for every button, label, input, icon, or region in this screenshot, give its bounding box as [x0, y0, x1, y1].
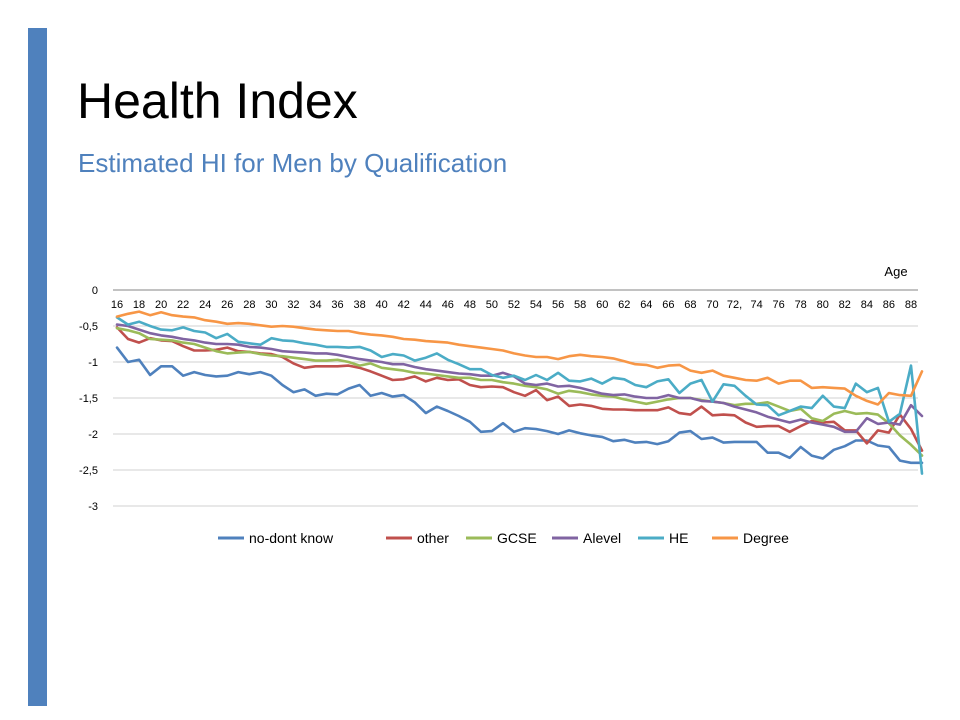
x-tick-label: 48	[464, 299, 476, 311]
x-tick-label: 24	[199, 299, 211, 311]
series-line-alevel	[115, 323, 924, 434]
x-tick-label: 68	[684, 299, 696, 311]
legend-item-he: HE	[638, 530, 688, 546]
x-tick-label: 80	[817, 299, 829, 311]
x-tick-label: 38	[353, 299, 365, 311]
x-tick-label: 18	[133, 299, 145, 311]
series-line-gcse	[115, 326, 924, 457]
legend-item-no-dont-know: no-dont know	[218, 530, 334, 546]
legend-label: Alevel	[583, 530, 621, 546]
x-tick-label: 26	[221, 299, 233, 311]
series-line-he	[115, 316, 924, 475]
legend-item-gcse: GCSE	[466, 530, 537, 546]
x-tick-label: 64	[640, 299, 652, 311]
slide-subtitle: Estimated HI for Men by Qualification	[78, 148, 508, 178]
x-tick-label: 20	[155, 299, 167, 311]
series-line-degree	[115, 310, 924, 406]
x-tick-label: 56	[552, 299, 564, 311]
x-tick-label: 30	[265, 299, 277, 311]
x-tick-label: 28	[243, 299, 255, 311]
legend-label: other	[417, 530, 449, 546]
x-tick-label: 46	[442, 299, 454, 311]
x-tick-label: 42	[398, 299, 410, 311]
y-tick-label: -1,5	[79, 393, 98, 405]
x-tick-label: 50	[486, 299, 498, 311]
x-tick-label: 84	[861, 299, 873, 311]
x-axis: 16 18 20 22 24 26 28 30 32 34 36 38 40 42 44 46 48 50 52 54…	[111, 289, 918, 311]
x-tick-label: 86	[883, 299, 895, 311]
x-axis-title: Age	[884, 264, 907, 279]
x-tick-label: 54	[530, 299, 542, 311]
x-tick-label: 70	[706, 299, 718, 311]
x-tick-label: 22	[177, 299, 189, 311]
x-tick-label: 72,	[727, 299, 742, 311]
y-tick-label: -0,5	[79, 321, 98, 333]
x-tick-label: 58	[574, 299, 586, 311]
y-axis-ticks: 0 -0,5 -1 -1,5 -2 -2,5 -3	[79, 285, 98, 513]
legend-item-alevel: Alevel	[552, 530, 621, 546]
accent-bar	[28, 28, 47, 706]
series-line-no-dont-know	[115, 346, 924, 465]
x-tick-label: 60	[596, 299, 608, 311]
x-tick-label: 40	[376, 299, 388, 311]
x-tick-label: 62	[618, 299, 630, 311]
x-tick-label: 78	[795, 299, 807, 311]
y-tick-label: -2	[88, 429, 98, 441]
x-tick-label: 16	[111, 299, 123, 311]
legend-label: no-dont know	[249, 530, 334, 546]
x-tick-label: 82	[839, 299, 851, 311]
legend-item-other: other	[386, 530, 449, 546]
x-tick-label: 34	[309, 299, 321, 311]
y-tick-label: -2,5	[79, 465, 98, 477]
slide-title: Health Index	[77, 73, 358, 129]
legend: no-dont know other GCSE Alevel HE Degree	[218, 530, 789, 546]
legend-label: HE	[669, 530, 688, 546]
legend-item-degree: Degree	[712, 530, 789, 546]
x-tick-label: 36	[331, 299, 343, 311]
x-tick-label: 88	[905, 299, 917, 311]
x-tick-label: 52	[508, 299, 520, 311]
y-tick-label: 0	[92, 285, 98, 297]
series-lines	[115, 310, 924, 475]
legend-label: GCSE	[497, 530, 537, 546]
x-tick-label: 74	[750, 299, 762, 311]
x-tick-label: 44	[420, 299, 432, 311]
x-tick-label: 76	[773, 299, 785, 311]
y-tick-label: -3	[88, 501, 98, 513]
x-tick-label: 66	[662, 299, 674, 311]
y-tick-label: -1	[88, 357, 98, 369]
x-tick-label: 32	[287, 299, 299, 311]
legend-label: Degree	[743, 530, 789, 546]
